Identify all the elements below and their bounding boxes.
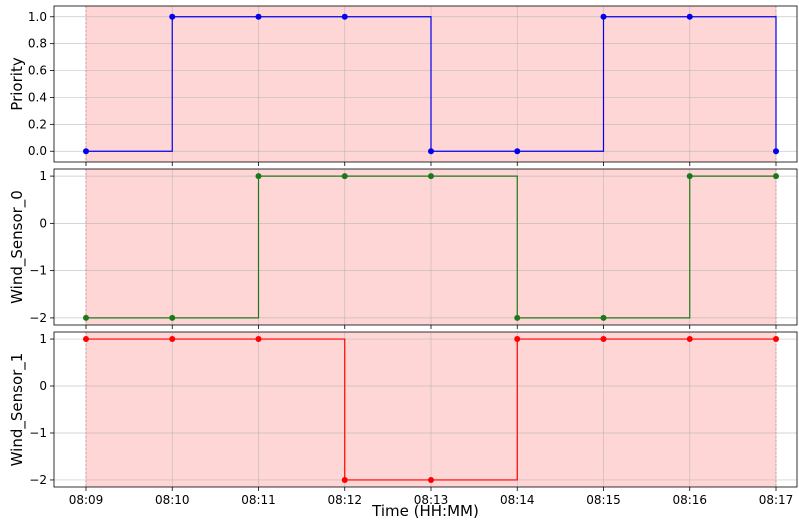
panel-3-point-0 bbox=[83, 336, 89, 343]
panel-2-point-6 bbox=[600, 314, 607, 321]
xtick-label-2: 08:11 bbox=[241, 493, 276, 507]
panel-2-point-4 bbox=[428, 173, 434, 180]
panel-3-ytick-label-2: 0 bbox=[39, 379, 47, 393]
panel-3-point-2 bbox=[255, 336, 262, 343]
panel-1-axes-frame bbox=[53, 5, 798, 163]
panel-1-point-2 bbox=[255, 13, 262, 20]
panel-2-ytick-label-0: −2 bbox=[29, 311, 47, 325]
xtick-label-8: 08:17 bbox=[759, 493, 794, 507]
xtick-label-5: 08:14 bbox=[500, 493, 535, 507]
panel-1-ytick-label-0: 0.0 bbox=[28, 144, 47, 158]
panel-3-ytick-label-1: −1 bbox=[29, 426, 47, 440]
xtick-label-3: 08:12 bbox=[327, 493, 362, 507]
panel-3-point-8 bbox=[773, 336, 779, 343]
panel-1-ytick-label-4: 0.8 bbox=[28, 37, 47, 51]
xtick-label-0: 08:09 bbox=[69, 493, 104, 507]
panel-1-point-3 bbox=[341, 13, 348, 20]
x-axis-label: Time (HH:MM) bbox=[371, 502, 479, 520]
panel-2-point-2 bbox=[255, 173, 262, 180]
panel-2-point-0 bbox=[83, 314, 89, 321]
panel-2-ytick-label-2: 0 bbox=[39, 216, 47, 230]
panel-1-point-4 bbox=[428, 148, 434, 155]
panel-2-ytick-label-1: −1 bbox=[29, 264, 47, 278]
panel-1-point-5 bbox=[514, 148, 521, 155]
panel-3-axes-frame bbox=[53, 331, 798, 488]
panel-2-point-5 bbox=[514, 314, 521, 321]
panel-2-ylabel: Wind_Sensor_0 bbox=[8, 190, 27, 304]
panel-2-point-1 bbox=[169, 314, 176, 321]
panel-2-ytick-label-3: 1 bbox=[39, 169, 47, 183]
xtick-label-6: 08:15 bbox=[586, 493, 621, 507]
xtick-label-7: 08:16 bbox=[672, 493, 707, 507]
panel-3-point-3 bbox=[341, 476, 348, 483]
panel-2-point-7 bbox=[686, 173, 693, 180]
panel-1-ytick-label-5: 1.0 bbox=[28, 10, 47, 24]
panel-3-ytick-label-3: 1 bbox=[39, 332, 47, 346]
xtick-label-4: 08:13 bbox=[414, 493, 449, 507]
panel-2-series-line bbox=[86, 175, 776, 319]
panel-3-point-4 bbox=[428, 476, 434, 483]
xtick-label-1: 08:10 bbox=[155, 493, 190, 507]
panel-1-ytick-label-2: 0.4 bbox=[28, 90, 47, 104]
panel-2-axes-frame bbox=[53, 168, 798, 326]
panel-2-point-8 bbox=[773, 173, 779, 180]
panel-3-point-5 bbox=[514, 336, 521, 343]
panel-1-ytick-label-3: 0.6 bbox=[28, 64, 47, 78]
panel-3-point-1 bbox=[169, 336, 176, 343]
panel-1-ytick-label-1: 0.2 bbox=[28, 117, 47, 131]
panel-1-point-0 bbox=[83, 148, 89, 155]
panel-3-ylabel: Wind_Sensor_1 bbox=[8, 353, 27, 467]
panel-1-point-7 bbox=[686, 13, 693, 20]
panel-2-point-3 bbox=[341, 173, 348, 180]
panel-3-ytick-label-0: −2 bbox=[29, 473, 47, 487]
panel-1-point-6 bbox=[600, 13, 607, 20]
panel-1-point-8 bbox=[773, 148, 779, 155]
panel-1-ylabel: Priority bbox=[8, 57, 26, 111]
panel-1-point-1 bbox=[169, 13, 176, 20]
panel-3-point-6 bbox=[600, 336, 607, 343]
panel-3-point-7 bbox=[686, 336, 693, 343]
